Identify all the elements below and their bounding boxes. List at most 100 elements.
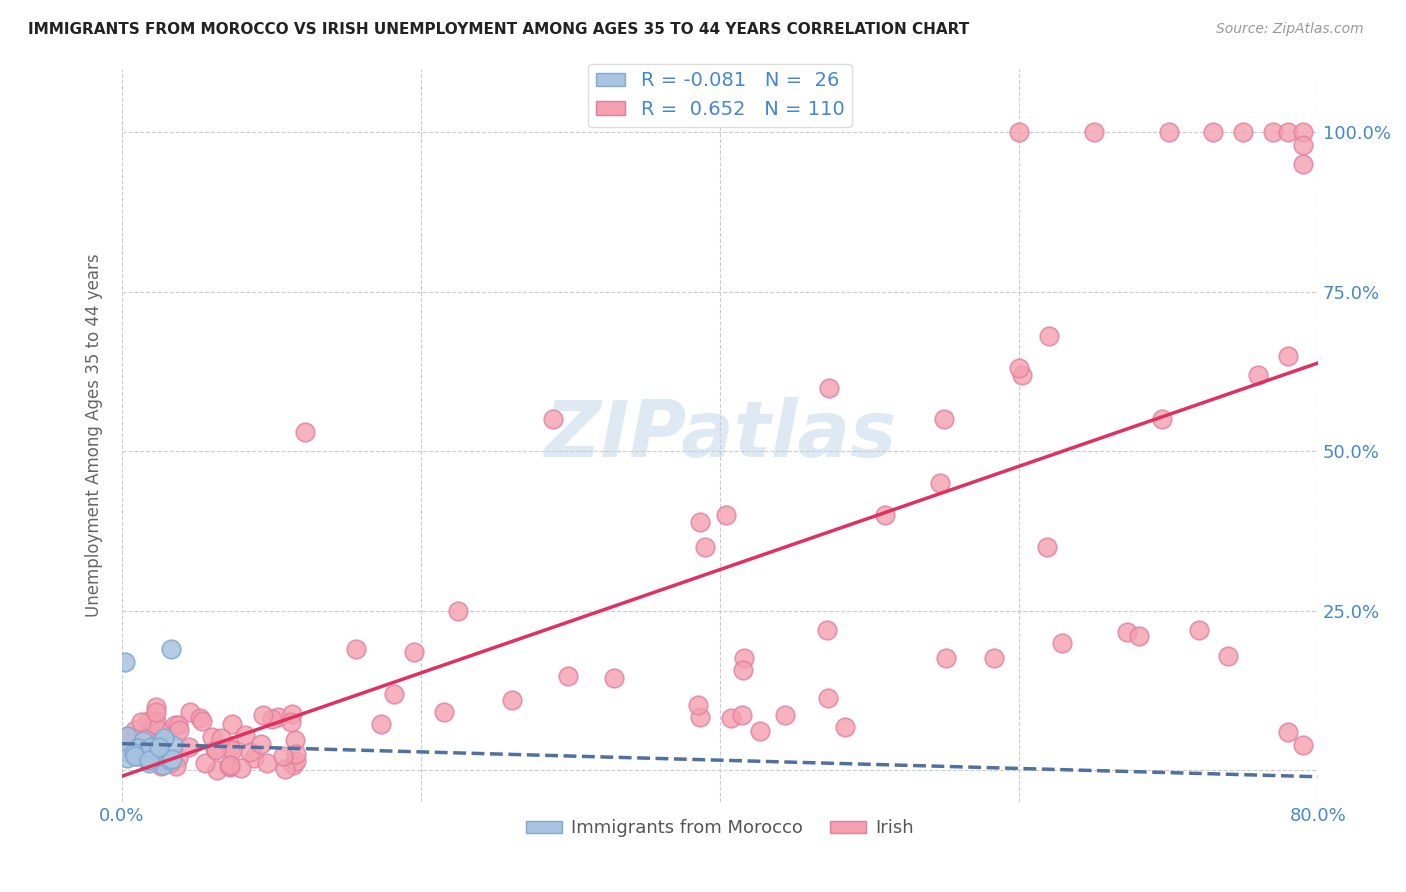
Point — [190, 711, 212, 725]
Point — [1218, 648, 1240, 663]
Point — [166, 750, 188, 764]
Point — [1277, 349, 1299, 363]
Point — [148, 723, 170, 738]
Point — [134, 731, 156, 746]
Point — [1152, 412, 1174, 426]
Point — [205, 743, 228, 757]
Point — [733, 651, 755, 665]
Point — [1232, 125, 1254, 139]
Point — [603, 671, 626, 685]
Point — [714, 508, 737, 523]
Point — [160, 642, 183, 657]
Point — [817, 380, 839, 394]
Point — [145, 700, 167, 714]
Point — [280, 715, 302, 730]
Point — [266, 710, 288, 724]
Point — [285, 755, 308, 769]
Legend: Immigrants from Morocco, Irish: Immigrants from Morocco, Irish — [519, 812, 921, 845]
Point — [233, 727, 256, 741]
Point — [543, 412, 565, 426]
Point — [281, 757, 304, 772]
Point — [166, 718, 188, 732]
Point — [218, 759, 240, 773]
Point — [873, 508, 896, 523]
Point — [447, 604, 470, 618]
Point — [124, 748, 146, 763]
Point — [433, 705, 456, 719]
Point — [209, 731, 232, 745]
Point — [179, 705, 201, 719]
Point — [165, 758, 187, 772]
Point — [149, 734, 172, 748]
Point — [284, 733, 307, 747]
Point — [271, 748, 294, 763]
Point — [221, 716, 243, 731]
Point — [145, 714, 167, 728]
Point — [152, 758, 174, 772]
Point — [983, 650, 1005, 665]
Point — [127, 749, 149, 764]
Point — [1292, 125, 1315, 139]
Point — [382, 687, 405, 701]
Point — [281, 706, 304, 721]
Point — [250, 737, 273, 751]
Point — [689, 710, 711, 724]
Point — [1202, 125, 1225, 139]
Point — [138, 745, 160, 759]
Point — [274, 762, 297, 776]
Point — [294, 425, 316, 440]
Point — [1128, 629, 1150, 643]
Point — [117, 729, 139, 743]
Point — [159, 756, 181, 771]
Point — [557, 669, 579, 683]
Text: ZIPatlas: ZIPatlas — [544, 398, 896, 474]
Point — [115, 751, 138, 765]
Point — [139, 746, 162, 760]
Point — [686, 698, 709, 713]
Point — [242, 751, 264, 765]
Point — [141, 742, 163, 756]
Point — [1038, 329, 1060, 343]
Point — [124, 723, 146, 737]
Point — [118, 736, 141, 750]
Point — [135, 749, 157, 764]
Point — [934, 412, 956, 426]
Point — [165, 718, 187, 732]
Point — [201, 730, 224, 744]
Point — [231, 761, 253, 775]
Point — [124, 746, 146, 760]
Point — [733, 663, 755, 677]
Point — [143, 742, 166, 756]
Point — [256, 756, 278, 770]
Point — [219, 760, 242, 774]
Point — [167, 723, 190, 737]
Point — [122, 746, 145, 760]
Y-axis label: Unemployment Among Ages 35 to 44 years: Unemployment Among Ages 35 to 44 years — [86, 253, 103, 617]
Point — [1247, 368, 1270, 382]
Point — [834, 720, 856, 734]
Point — [1116, 624, 1139, 639]
Point — [928, 476, 950, 491]
Point — [285, 747, 308, 762]
Point — [731, 708, 754, 723]
Point — [1050, 636, 1073, 650]
Point — [153, 731, 176, 746]
Point — [150, 758, 173, 772]
Point — [115, 729, 138, 743]
Point — [141, 740, 163, 755]
Point — [935, 650, 957, 665]
Point — [142, 716, 165, 731]
Point — [1008, 361, 1031, 376]
Point — [501, 692, 523, 706]
Point — [370, 717, 392, 731]
Text: IMMIGRANTS FROM MOROCCO VS IRISH UNEMPLOYMENT AMONG AGES 35 TO 44 YEARS CORRELAT: IMMIGRANTS FROM MOROCCO VS IRISH UNEMPLO… — [28, 22, 969, 37]
Point — [260, 712, 283, 726]
Point — [1035, 540, 1057, 554]
Point — [191, 714, 214, 728]
Point — [1157, 125, 1180, 139]
Point — [1292, 138, 1315, 153]
Point — [1263, 125, 1285, 139]
Point — [219, 740, 242, 755]
Point — [693, 540, 716, 554]
Point — [162, 738, 184, 752]
